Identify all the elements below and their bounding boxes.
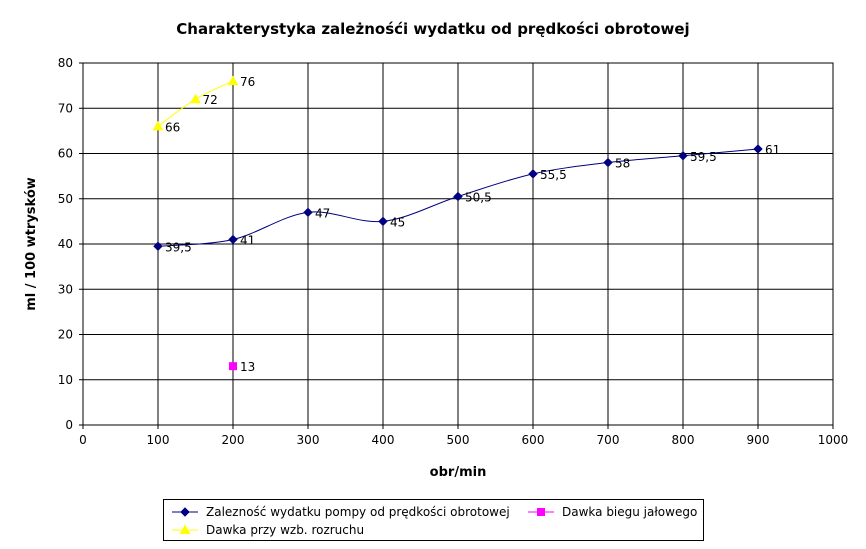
data-label: 50,5 <box>465 190 492 204</box>
legend-swatch-series-2 <box>528 508 554 516</box>
legend-swatch-series-3 <box>172 524 198 534</box>
data-point <box>603 157 613 168</box>
series-2: 13 <box>229 360 255 374</box>
data-label: 41 <box>240 233 255 247</box>
data-point <box>378 216 388 227</box>
y-tick-label: 70 <box>58 101 73 115</box>
data-label: 59,5 <box>690 150 717 164</box>
x-tick-label: 200 <box>222 433 245 447</box>
legend-label-series-2: Dawka biegu jałowego <box>562 505 698 519</box>
data-label: 61 <box>765 143 780 157</box>
x-tick-label: 900 <box>747 433 770 447</box>
y-tick-label: 80 <box>58 56 73 70</box>
data-label: 72 <box>203 93 218 107</box>
chart-title: Charakterystyka zależnośći wydatku od pr… <box>176 20 690 38</box>
x-tick-label: 1000 <box>818 433 849 447</box>
legend: Zalezność wydatku pompy od prędkości obr… <box>163 499 704 541</box>
data-label: 58 <box>615 157 630 171</box>
data-point <box>229 362 237 371</box>
series-1: 39,5 41 47 45 50,5 55,5 58 59,5 61 <box>153 143 780 254</box>
x-tick-label: 600 <box>522 433 545 447</box>
data-point <box>227 75 239 86</box>
data-point <box>528 169 538 179</box>
data-point <box>303 207 313 218</box>
y-tick-label: 10 <box>58 373 73 387</box>
data-label: 66 <box>165 120 180 134</box>
data-label: 76 <box>240 75 255 89</box>
legend-marker <box>179 524 191 534</box>
data-point <box>753 144 763 154</box>
data-point <box>453 191 463 202</box>
data-point <box>190 93 201 104</box>
data-label: 47 <box>315 206 330 220</box>
x-tick-label: 700 <box>597 433 620 447</box>
x-tick-label: 800 <box>672 433 695 447</box>
x-tick-label: 300 <box>297 433 320 447</box>
data-point <box>678 151 688 161</box>
y-tick-label: 20 <box>58 328 73 342</box>
data-label: 55,5 <box>540 168 567 182</box>
x-axis-label: obr/min <box>430 465 487 480</box>
y-tick-label: 50 <box>58 192 73 206</box>
legend-label-series-1: Zalezność wydatku pompy od prędkości obr… <box>206 505 510 519</box>
data-label: 13 <box>240 360 255 374</box>
y-tick-label: 0 <box>65 418 73 432</box>
x-tick-label: 100 <box>147 433 170 447</box>
x-tick-label: 500 <box>447 433 470 447</box>
legend-label-series-3: Dawka przy wzb. rozruchu <box>206 523 365 537</box>
legend-marker <box>537 508 545 516</box>
data-point <box>228 234 238 245</box>
data-point <box>152 120 164 131</box>
legend-marker <box>180 507 190 517</box>
data-label: 39,5 <box>165 240 192 254</box>
data-point <box>153 241 163 251</box>
y-tick-label: 40 <box>58 237 73 251</box>
y-tick-label: 60 <box>58 147 73 161</box>
legend-swatch-series-1 <box>172 507 198 517</box>
y-tick-label: 30 <box>58 282 73 296</box>
x-tick-label: 0 <box>79 433 87 447</box>
x-tick-label: 400 <box>372 433 395 447</box>
series-3: 66 72 76 <box>152 75 255 134</box>
y-axis-label: ml / 100 wtrysków <box>24 177 39 311</box>
data-label: 45 <box>390 215 405 229</box>
